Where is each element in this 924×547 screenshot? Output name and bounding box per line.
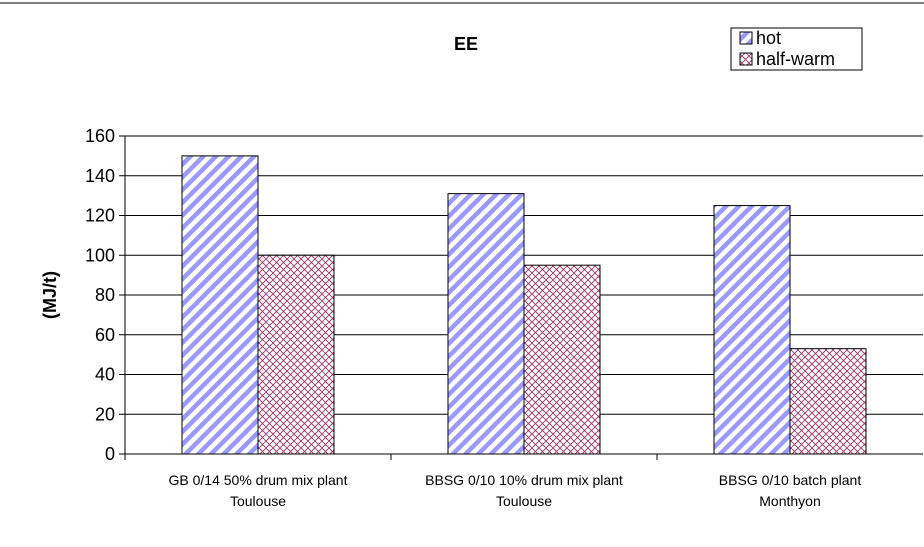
y-tick-label: 80 xyxy=(95,285,115,305)
bars xyxy=(181,155,867,455)
x-category-label: GB 0/14 50% drum mix plant xyxy=(169,472,348,488)
bar-hot-3 xyxy=(713,205,791,455)
legend-swatch-half-warm xyxy=(739,52,753,66)
bar-half-warm-3 xyxy=(789,348,867,455)
y-tick-label: 100 xyxy=(85,245,115,265)
y-tick-label: 60 xyxy=(95,325,115,345)
x-axis-ticks: GB 0/14 50% drum mix plant Toulouse BBSG 0… xyxy=(124,454,862,509)
legend-label-half-warm: half-warm xyxy=(756,49,835,69)
x-category-label: BBSG 0/10 batch plant xyxy=(719,472,862,488)
y-tick-label: 20 xyxy=(95,404,115,424)
bar-hot-1 xyxy=(181,155,259,455)
x-category-label: Monthyon xyxy=(759,493,820,509)
y-axis-ticks: 0 20 40 60 80 100 120 140 160 xyxy=(85,126,125,464)
x-category-label: Toulouse xyxy=(496,493,552,509)
x-category-label: Toulouse xyxy=(230,493,286,509)
y-tick-label: 160 xyxy=(85,126,115,146)
y-tick-label: 140 xyxy=(85,166,115,186)
bar-half-warm-1 xyxy=(257,254,335,455)
legend-swatch-hot xyxy=(739,31,753,45)
y-tick-label: 120 xyxy=(85,206,115,226)
chart-title: EE xyxy=(454,34,478,54)
y-tick-label: 40 xyxy=(95,365,115,385)
y-tick-label: 0 xyxy=(105,444,115,464)
y-axis-label: (MJ/t) xyxy=(40,271,60,319)
legend-label-hot: hot xyxy=(756,28,781,48)
bar-half-warm-2 xyxy=(523,264,601,455)
x-category-label: BBSG 0/10 10% drum mix plant xyxy=(425,472,623,488)
legend: hot half-warm xyxy=(730,27,863,71)
bar-hot-2 xyxy=(447,193,525,455)
legend-box xyxy=(730,27,863,71)
